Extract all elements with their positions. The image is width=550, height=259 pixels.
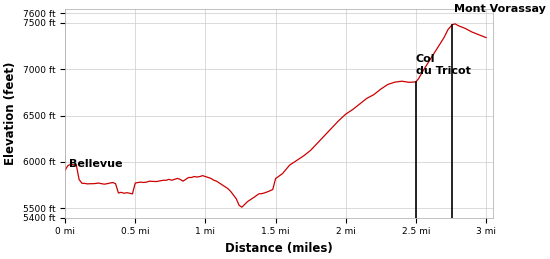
Text: Mont Vorassay: Mont Vorassay [454, 4, 546, 15]
Text: Bellevue: Bellevue [69, 159, 123, 169]
Y-axis label: Elevation (feet): Elevation (feet) [4, 62, 17, 165]
X-axis label: Distance (miles): Distance (miles) [225, 242, 333, 255]
Text: Col
du Tricot: Col du Tricot [416, 54, 471, 76]
